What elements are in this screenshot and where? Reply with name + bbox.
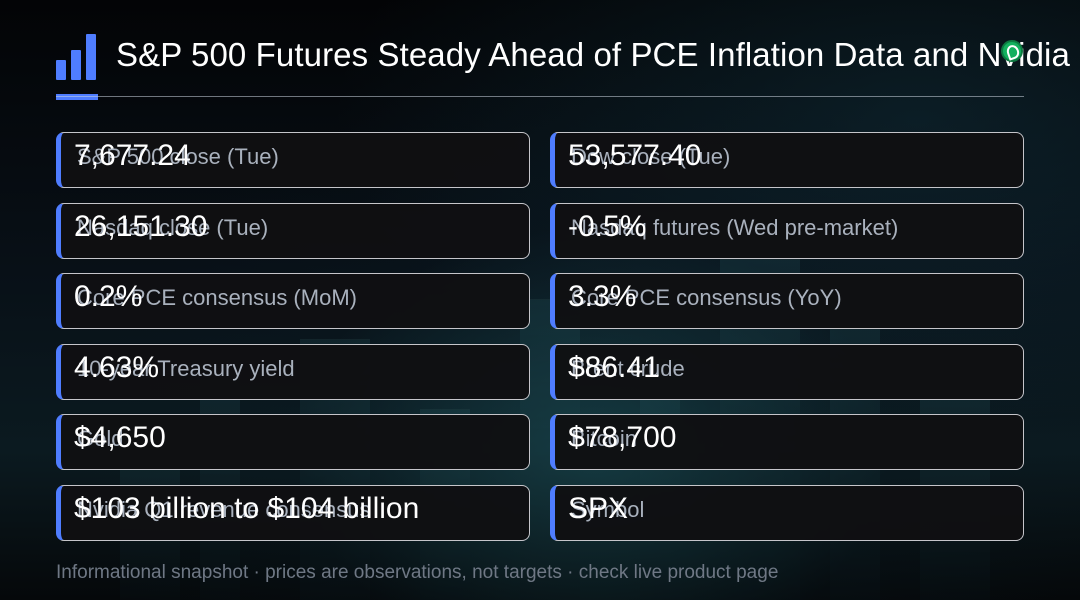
stat-label: Brent crude — [571, 356, 685, 381]
stat-value: 7,677.24 — [74, 139, 191, 172]
bar-chart-icon — [56, 34, 98, 100]
stat-label: Core PCE consensus (YoY) — [571, 285, 842, 310]
stat-card-core-pce-yoy: Core PCE consensus (YoY) 3.3% — [550, 273, 1024, 329]
stat-card-core-pce-mom: Core PCE consensus (MoM) 0.2% — [56, 273, 530, 329]
header-divider — [56, 96, 1024, 97]
stat-label: Nvidia Q1 revenue consensus — [77, 497, 371, 522]
stat-value: $4,650 — [74, 421, 166, 454]
stat-label: Nasdaq close (Tue) — [77, 215, 269, 240]
stat-value: $78,700 — [568, 421, 677, 454]
stat-value: -0.5% — [568, 210, 647, 243]
stat-card-brent-crude: Brent crude $86.41 — [550, 344, 1024, 400]
stat-label: S&P 500 close (Tue) — [77, 144, 279, 169]
page-title: S&P 500 Futures Steady Ahead of PCE Infl… — [116, 36, 1070, 73]
stat-card-nasdaq-futures: Nasdaq futures (Wed pre-market) -0.5% — [550, 203, 1024, 259]
stat-value: 53,577.40 — [568, 139, 702, 172]
stat-label: Nasdaq futures (Wed pre-market) — [571, 215, 899, 240]
stat-card-nvidia-revenue: Nvidia Q1 revenue consensus $103 billion… — [56, 485, 530, 541]
footer-disclaimer: Informational snapshot · prices are obse… — [56, 562, 779, 583]
stat-card-sp500-close: S&P 500 close (Tue) 7,677.24 — [56, 132, 530, 188]
stat-card-treasury-yield: 10-year Treasury yield 4.63% — [56, 344, 530, 400]
stat-value: SPX — [568, 492, 629, 525]
stat-value: $86.41 — [568, 351, 660, 384]
stat-label: Gold — [77, 426, 124, 451]
stat-card-nasdaq-close: Nasdaq close (Tue) 26,151.30 — [56, 203, 530, 259]
stat-card-symbol: Symbol SPX — [550, 485, 1024, 541]
stat-value: $103 billion to $104 billion — [74, 492, 420, 525]
stat-label: Dow close (Tue) — [571, 144, 731, 169]
stat-label: Core PCE consensus (MoM) — [77, 285, 357, 310]
stat-value: 0.2% — [74, 280, 143, 313]
stat-value: 4.63% — [74, 351, 160, 384]
green-badge-icon — [1001, 40, 1023, 62]
stat-label: Symbol — [571, 497, 645, 522]
stat-label: Bitcoin — [571, 426, 638, 451]
stat-label: 10-year Treasury yield — [77, 356, 295, 381]
stat-value: 26,151.30 — [74, 210, 208, 243]
stat-card-bitcoin: Bitcoin $78,700 — [550, 414, 1024, 470]
stat-card-gold: Gold $4,650 — [56, 414, 530, 470]
stat-value: 3.3% — [568, 280, 637, 313]
stat-card-dow-close: Dow close (Tue) 53,577.40 — [550, 132, 1024, 188]
